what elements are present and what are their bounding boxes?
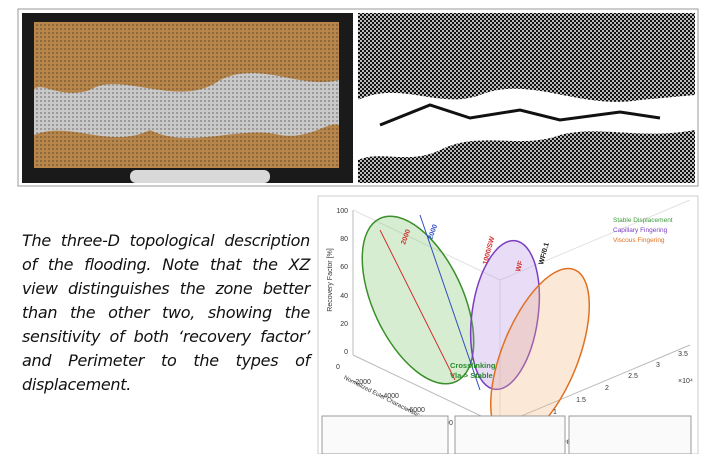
y-exponent: ×10⁴	[678, 378, 693, 385]
x-tick-label: 0	[336, 364, 340, 371]
x-tick-label: -6000	[407, 407, 425, 414]
z-tick-label: 100	[336, 208, 348, 215]
x-tick-label: -2000	[353, 379, 371, 386]
binary-image	[358, 13, 695, 183]
micromodel-photo	[22, 13, 353, 183]
z-tick-label: 60	[340, 264, 348, 271]
z-tick-label: 80	[340, 236, 348, 243]
legend-entry: Viscous Fingering	[613, 237, 665, 244]
y-tick-label: 1	[553, 409, 557, 416]
z-axis-label: Recovery Factor [%]	[327, 248, 334, 311]
z-tick-label: 0	[344, 349, 348, 356]
annotation: Vla-> Stable	[450, 371, 493, 380]
y-tick-label: 2	[605, 385, 609, 392]
legend-entry: Stable Displacement	[613, 217, 673, 224]
legend-entry: Capillary Fingering	[613, 227, 668, 234]
x-tick-label: -4000	[381, 393, 399, 400]
page: Stable Displacement Capillary Fingering Vi…	[0, 0, 716, 454]
y-tick-label: 2.5	[628, 373, 638, 380]
z-tick-label: 20	[340, 321, 348, 328]
y-tick-label: 3.5	[678, 351, 688, 358]
annotation: Crosslinking	[450, 361, 496, 370]
y-tick-label: 1.5	[576, 397, 586, 404]
y-tick-label: 3	[656, 362, 660, 369]
caption: The three-D topological description of t…	[22, 229, 310, 397]
view-panels	[322, 416, 691, 454]
z-tick-label: 40	[340, 293, 348, 300]
